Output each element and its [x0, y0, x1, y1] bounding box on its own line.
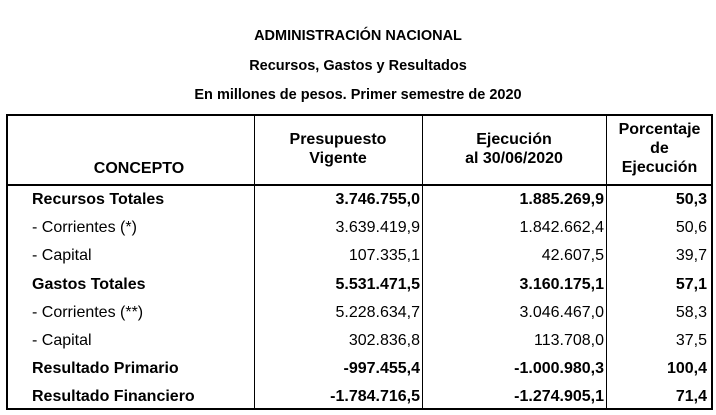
column-divider: [606, 116, 607, 408]
cell-presupuesto: 5.228.634,7: [335, 303, 420, 321]
cell-ejecucion: 3.046.467,0: [519, 303, 604, 321]
cell-ejecucion: -1.274.905,1: [514, 388, 604, 406]
header-presupuesto: Presupuesto Vigente: [258, 130, 418, 168]
header-porcentaje-line2: de: [650, 140, 669, 157]
cell-presupuesto: 107.335,1: [348, 247, 420, 265]
cell-presupuesto: 3.746.755,0: [335, 191, 420, 208]
header-ejecucion-line2: al 30/06/2020: [465, 150, 563, 167]
cell-concepto: - Corrientes (**): [32, 303, 144, 321]
report-units: En millones de pesos. Primer semestre de…: [194, 87, 522, 103]
cell-porcentaje: 58,3: [675, 303, 707, 321]
cell-presupuesto: -997.455,4: [343, 360, 420, 378]
cell-concepto: Resultado Primario: [32, 360, 179, 378]
table-row: - Capital 107.335,1 42.607,5 39,7: [8, 242, 711, 270]
results-table: CONCEPTO Presupuesto Vigente Ejecución a…: [6, 114, 713, 410]
header-presupuesto-line2: Vigente: [309, 150, 367, 167]
table-row: - Corrientes (**) 5.228.634,7 3.046.467,0 5…: [8, 299, 711, 327]
cell-ejecucion: 1.885.269,9: [519, 191, 604, 208]
cell-porcentaje: 57,1: [675, 275, 707, 293]
cell-porcentaje: 39,7: [675, 247, 707, 265]
cell-porcentaje: 100,4: [666, 360, 707, 378]
report-subtitle: Recursos, Gastos y Resultados: [249, 58, 467, 74]
table-row: Resultado Financiero -1.784.716,5 -1.274.9…: [8, 383, 711, 411]
cell-ejecucion: -1.000.980,3: [514, 360, 604, 378]
header-porcentaje-line1: Porcentaje: [618, 121, 701, 138]
header-ejecucion: Ejecución al 30/06/2020: [426, 130, 602, 168]
cell-porcentaje: 71,4: [675, 388, 707, 406]
table-row: Recursos Totales 3.746.755,0 1.885.269,9 50…: [8, 186, 711, 214]
cell-concepto: - Capital: [32, 332, 92, 349]
cell-concepto: Gastos Totales: [32, 275, 146, 293]
report-title: ADMINISTRACIÓN NACIONAL: [254, 28, 462, 44]
column-divider: [254, 116, 255, 408]
table-row: - Capital 302.836,8 113.708,0 37,5: [8, 327, 711, 355]
header-ejecucion-line1: Ejecución: [476, 131, 552, 148]
header-porcentaje-line3: Ejecución: [621, 159, 698, 176]
cell-ejecucion: 1.842.662,4: [519, 219, 604, 237]
header-concepto: CONCEPTO: [93, 160, 185, 177]
cell-concepto: Resultado Financiero: [32, 388, 195, 406]
cell-concepto: Recursos Totales: [32, 191, 165, 208]
cell-porcentaje: 50,6: [675, 219, 707, 237]
cell-porcentaje: 50,3: [675, 191, 707, 208]
cell-ejecucion: 42.607,5: [541, 247, 604, 265]
cell-presupuesto: 3.639.419,9: [335, 219, 420, 237]
cell-porcentaje: 37,5: [675, 332, 707, 349]
column-divider: [422, 116, 423, 408]
cell-ejecucion: 113.708,0: [534, 332, 604, 349]
cell-concepto: - Corrientes (*): [32, 219, 137, 237]
table-row: Gastos Totales 5.531.471,5 3.160.175,1 57,1: [8, 271, 711, 299]
table-row: - Corrientes (*) 3.639.419,9 1.842.662,4 50…: [8, 214, 711, 242]
header-presupuesto-line1: Presupuesto: [289, 131, 387, 148]
table-header: CONCEPTO Presupuesto Vigente Ejecución a…: [8, 116, 711, 186]
table-row: Resultado Primario -997.455,4 -1.000.980,3…: [8, 355, 711, 383]
cell-ejecucion: 3.160.175,1: [519, 275, 604, 293]
cell-presupuesto: -1.784.716,5: [330, 388, 420, 406]
cell-presupuesto: 302.836,8: [348, 332, 420, 349]
cell-presupuesto: 5.531.471,5: [335, 275, 420, 293]
header-porcentaje: Porcentaje de Ejecución: [608, 120, 711, 177]
cell-concepto: - Capital: [32, 247, 92, 265]
